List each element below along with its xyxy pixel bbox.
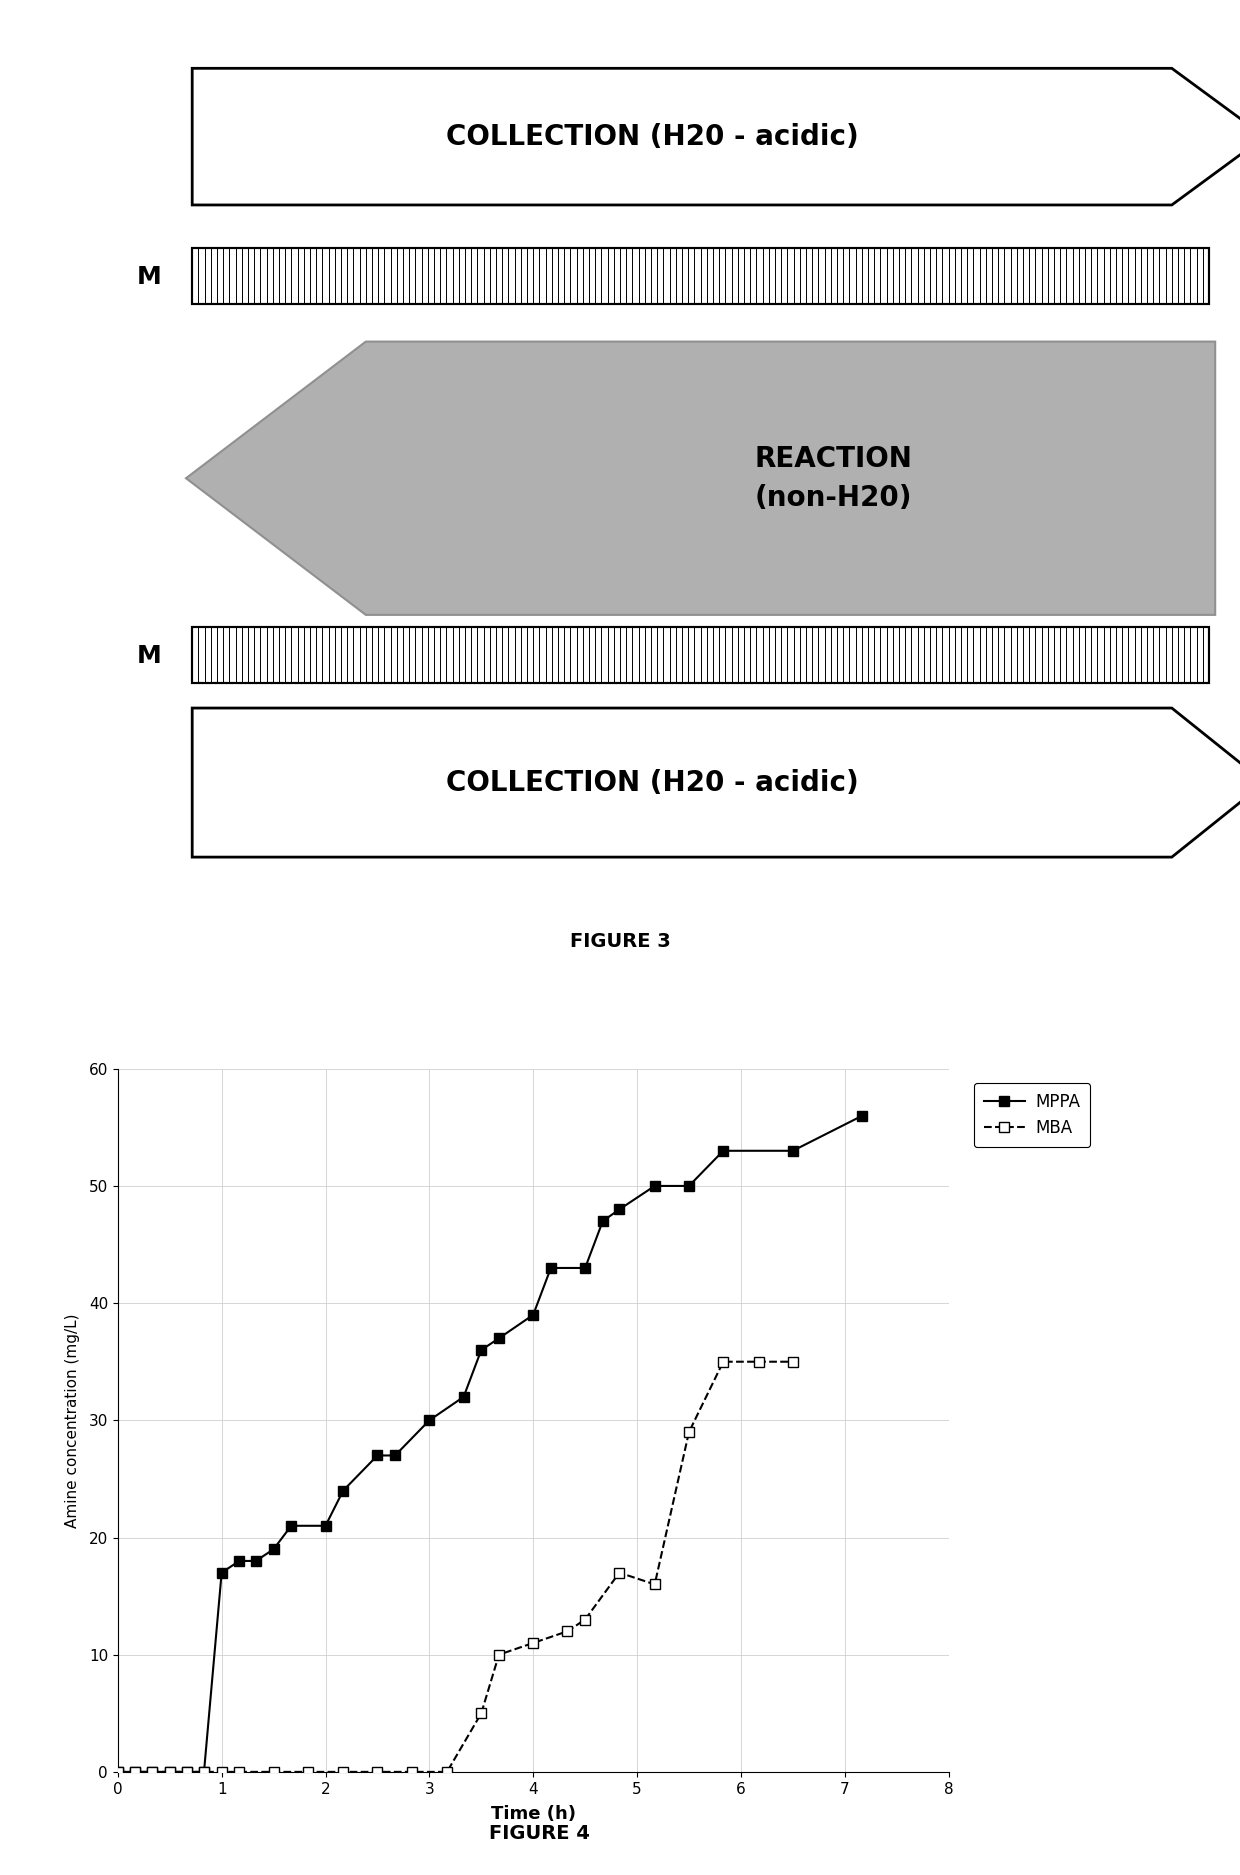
Text: FIGURE 4: FIGURE 4 <box>489 1824 590 1843</box>
Legend: MPPA, MBA: MPPA, MBA <box>973 1082 1090 1148</box>
MPPA <box>232 1549 247 1571</box>
MBA <box>145 1761 160 1783</box>
X-axis label: Time (h): Time (h) <box>491 1806 575 1822</box>
MPPA <box>715 1140 730 1162</box>
MPPA <box>388 1444 403 1466</box>
Bar <box>192 248 1209 304</box>
MBA <box>613 1562 627 1584</box>
MBA <box>785 1350 800 1372</box>
MBA <box>370 1761 384 1783</box>
Bar <box>192 628 1209 682</box>
Line: MPPA: MPPA <box>113 1110 867 1778</box>
Bar <box>192 628 1209 682</box>
MPPA <box>785 1140 800 1162</box>
MPPA <box>682 1174 697 1198</box>
Polygon shape <box>192 709 1240 857</box>
Text: COLLECTION (H20 - acidic): COLLECTION (H20 - acidic) <box>446 122 859 150</box>
MPPA <box>474 1339 489 1361</box>
Polygon shape <box>186 341 1215 615</box>
MBA <box>300 1761 315 1783</box>
MBA <box>180 1761 195 1783</box>
Polygon shape <box>192 68 1240 204</box>
MPPA <box>526 1303 541 1326</box>
MPPA <box>284 1515 299 1537</box>
Y-axis label: Amine concentration (mg/L): Amine concentration (mg/L) <box>66 1312 81 1528</box>
MBA <box>110 1761 125 1783</box>
MBA <box>215 1761 229 1783</box>
MBA <box>647 1573 662 1596</box>
MPPA <box>578 1256 593 1279</box>
MBA <box>232 1761 247 1783</box>
MBA <box>578 1609 593 1631</box>
MBA <box>128 1761 143 1783</box>
MPPA <box>317 1515 332 1537</box>
MPPA <box>647 1174 662 1198</box>
MPPA <box>180 1761 195 1783</box>
MPPA <box>370 1444 384 1466</box>
MBA <box>197 1761 212 1783</box>
MBA <box>526 1631 541 1654</box>
MPPA <box>854 1104 869 1127</box>
MBA <box>474 1702 489 1725</box>
MPPA <box>491 1328 506 1350</box>
MPPA <box>110 1761 125 1783</box>
MPPA <box>145 1761 160 1783</box>
MBA <box>715 1350 730 1372</box>
MPPA <box>248 1549 263 1571</box>
Line: MBA: MBA <box>113 1358 797 1778</box>
MBA <box>491 1642 506 1665</box>
Text: FIGURE 3: FIGURE 3 <box>569 932 671 951</box>
MPPA <box>543 1256 558 1279</box>
MPPA <box>162 1761 177 1783</box>
Text: COLLECTION (H20 - acidic): COLLECTION (H20 - acidic) <box>446 769 859 797</box>
MBA <box>336 1761 351 1783</box>
MPPA <box>215 1562 229 1584</box>
MPPA <box>267 1538 281 1560</box>
MBA <box>439 1761 454 1783</box>
MPPA <box>456 1386 471 1408</box>
MBA <box>751 1350 766 1372</box>
MPPA <box>613 1198 627 1221</box>
MPPA <box>336 1479 351 1502</box>
Bar <box>192 248 1209 304</box>
MBA <box>682 1421 697 1444</box>
Text: M: M <box>136 264 161 289</box>
Text: M: M <box>136 643 161 667</box>
MBA <box>267 1761 281 1783</box>
MPPA <box>197 1761 212 1783</box>
MBA <box>560 1620 575 1642</box>
MBA <box>404 1761 419 1783</box>
MPPA <box>128 1761 143 1783</box>
Text: REACTION
(non-H20): REACTION (non-H20) <box>754 444 911 512</box>
MBA <box>162 1761 177 1783</box>
MPPA <box>422 1410 436 1432</box>
MPPA <box>595 1209 610 1232</box>
